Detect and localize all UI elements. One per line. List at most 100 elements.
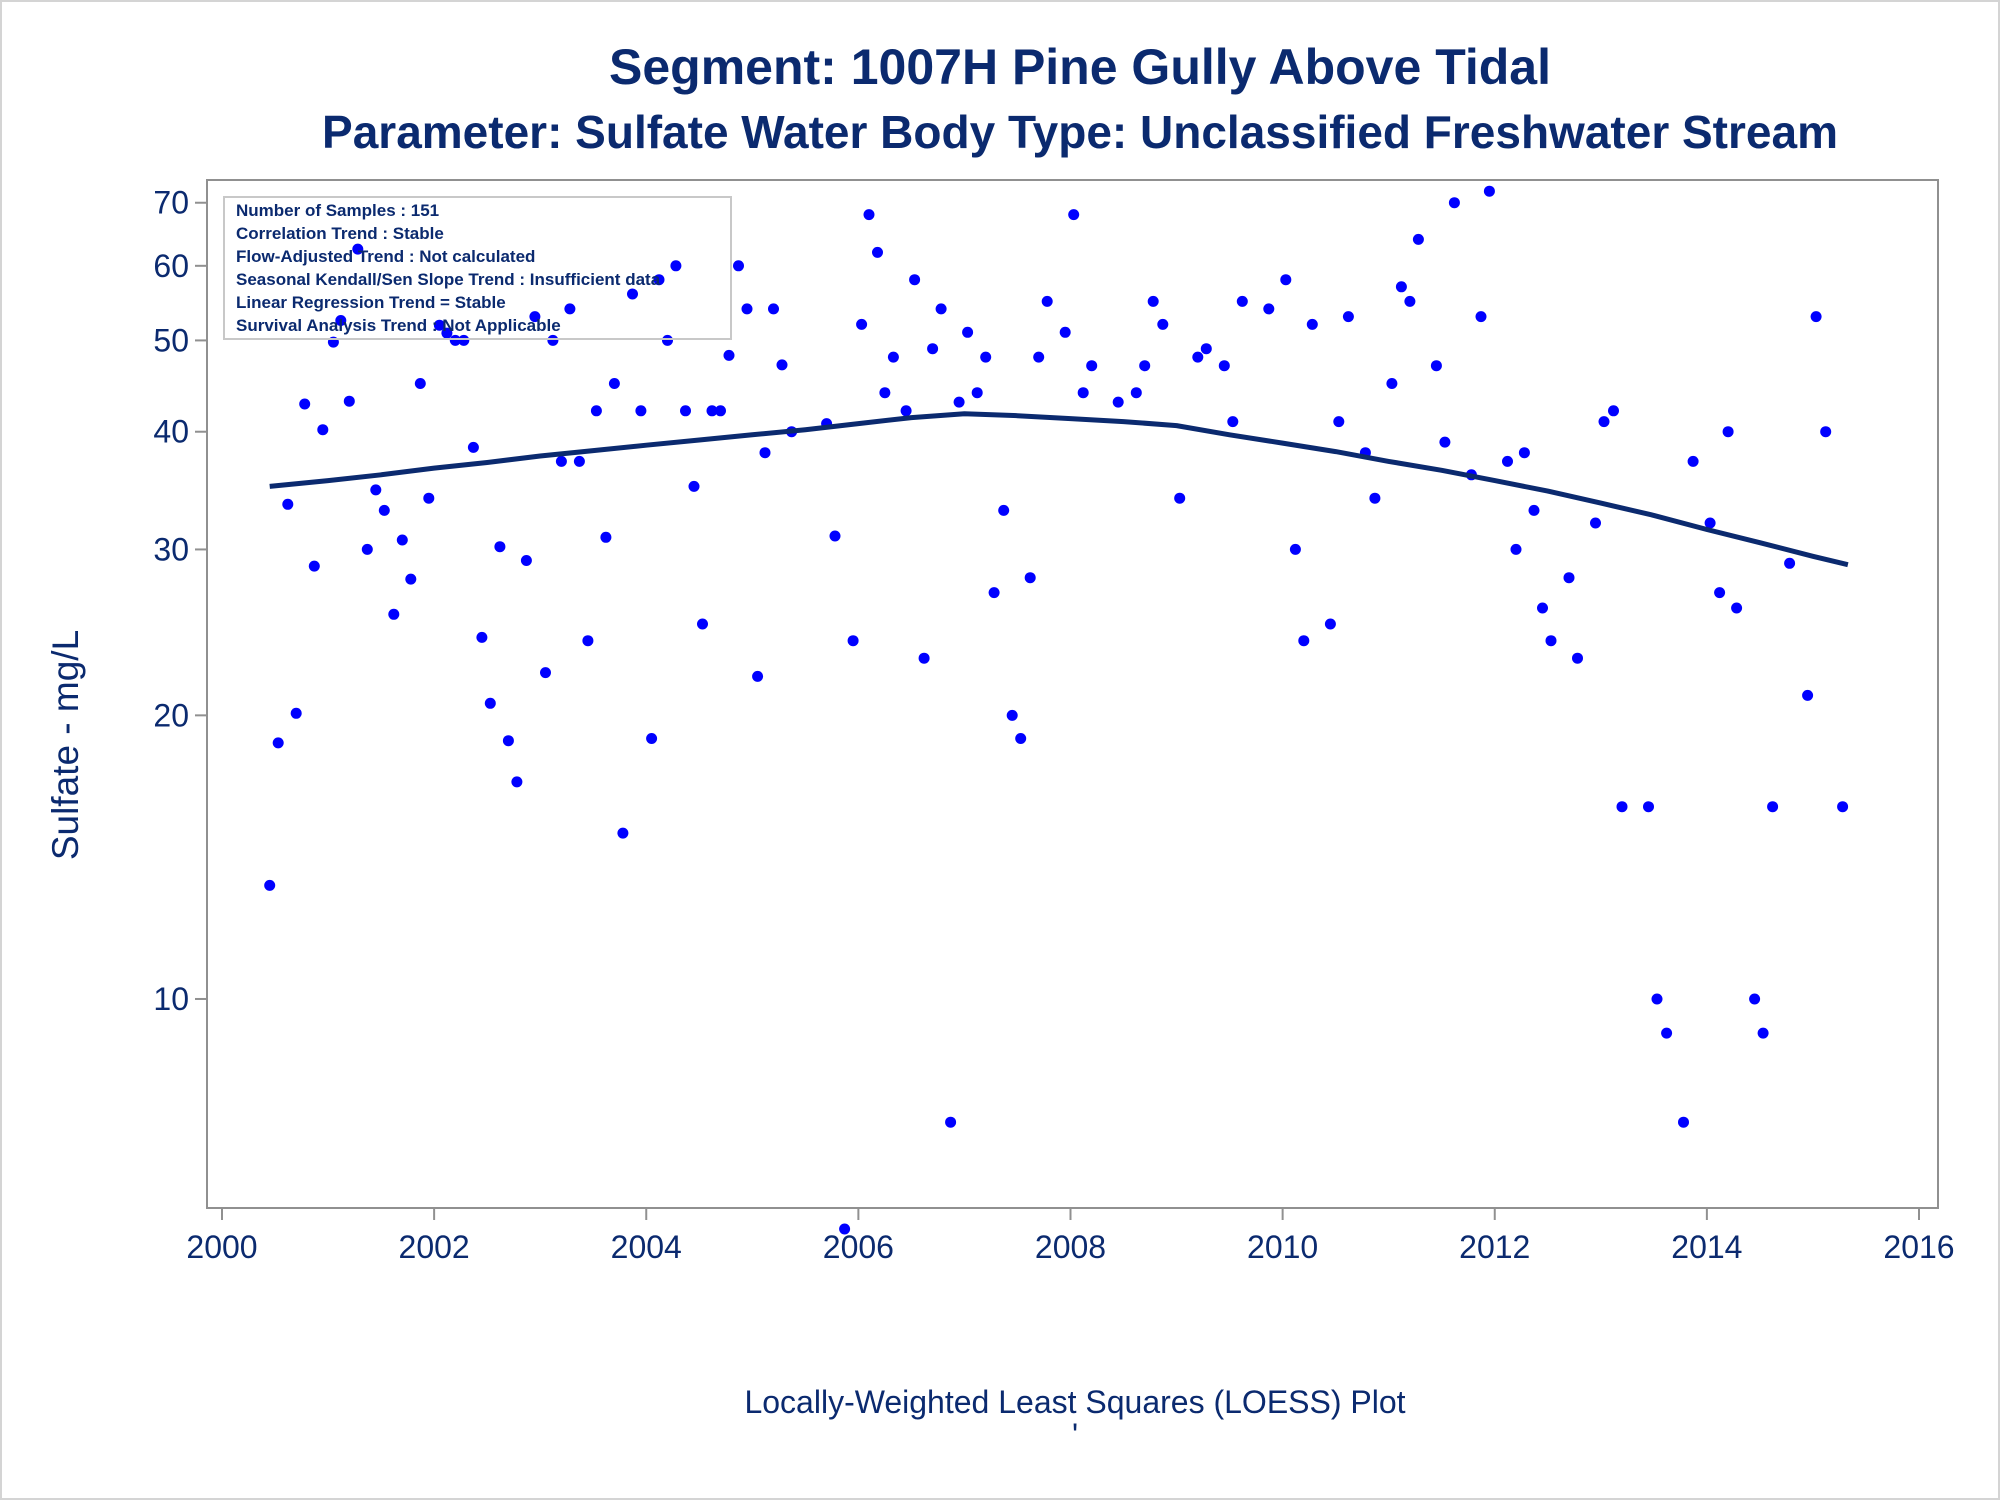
data-point	[600, 531, 612, 543]
data-point	[343, 395, 355, 407]
y-tick-label: 40	[153, 414, 189, 450]
data-point	[1608, 405, 1619, 417]
data-point	[335, 315, 347, 326]
data-point	[723, 349, 735, 361]
data-point	[962, 326, 974, 338]
data-point	[317, 424, 329, 436]
data-point	[688, 480, 700, 492]
inset-line-4: Seasonal Kendall/Sen Slope Trend : Insuf…	[236, 270, 661, 289]
data-point	[752, 670, 764, 682]
data-point	[741, 303, 753, 315]
data-point	[680, 405, 691, 417]
x-tick-label: 2014	[1671, 1229, 1742, 1265]
data-point	[405, 573, 417, 585]
data-point	[1572, 652, 1583, 664]
data-point	[829, 530, 841, 542]
data-point	[1369, 492, 1381, 504]
data-point	[998, 504, 1010, 516]
data-point	[433, 319, 445, 331]
x-tick-label: 2000	[186, 1229, 257, 1265]
data-point	[768, 303, 779, 315]
data-point	[299, 398, 311, 410]
data-point	[980, 351, 992, 363]
data-point	[1616, 801, 1628, 813]
data-point	[467, 441, 479, 453]
data-point	[1404, 295, 1416, 307]
data-point	[1439, 436, 1451, 448]
data-point	[856, 318, 868, 330]
y-tick-label: 50	[153, 322, 189, 358]
data-point	[1342, 311, 1354, 323]
data-point	[1015, 733, 1027, 744]
x-tick-label: 2008	[1035, 1229, 1106, 1265]
data-point	[555, 455, 567, 467]
data-point	[1227, 416, 1239, 428]
data-point	[308, 560, 320, 572]
data-point	[1218, 360, 1230, 372]
loess-curve	[269, 411, 1849, 568]
data-point	[264, 879, 276, 891]
data-point	[1263, 303, 1275, 315]
data-point	[1590, 517, 1601, 529]
stats-inset: Number of Samples : 151 Correlation Tren…	[223, 196, 732, 340]
data-point	[759, 447, 771, 459]
data-point	[1563, 572, 1575, 584]
data-point	[458, 334, 470, 346]
inset-line-1: Number of Samples : 151	[236, 201, 439, 220]
data-point	[1820, 426, 1832, 438]
plot-area	[206, 179, 1939, 1209]
data-point	[272, 737, 284, 749]
data-point	[1518, 447, 1530, 459]
data-point	[484, 697, 496, 709]
data-point	[1174, 492, 1186, 504]
data-point	[1306, 318, 1318, 330]
data-point	[449, 334, 461, 346]
data-point	[1157, 318, 1169, 330]
data-point	[1704, 517, 1716, 529]
data-point	[953, 396, 965, 408]
data-point	[627, 288, 638, 300]
inset-line-6: Survival Analysis Trend : Not Applicable	[236, 316, 561, 335]
data-point	[1802, 689, 1814, 701]
data-point	[1678, 1116, 1689, 1128]
data-point	[1757, 1027, 1769, 1039]
data-point	[502, 735, 514, 747]
data-point	[396, 534, 408, 546]
stats-inset-box	[223, 196, 732, 340]
data-point	[423, 492, 435, 504]
x-tick-label: 2016	[1883, 1229, 1954, 1265]
data-point	[1528, 504, 1540, 516]
data-point	[935, 303, 947, 315]
data-point	[388, 608, 400, 620]
data-point	[971, 387, 983, 399]
data-point	[715, 405, 726, 417]
data-point	[1502, 455, 1513, 467]
data-point	[378, 504, 390, 516]
inset-line-2: Correlation Trend : Stable	[236, 224, 444, 243]
data-point	[1643, 801, 1654, 813]
data-point	[590, 405, 602, 417]
data-point	[1033, 351, 1045, 363]
data-point	[847, 635, 859, 647]
x-tick-label: 2006	[823, 1229, 894, 1265]
data-point	[1333, 416, 1345, 428]
data-point	[370, 484, 382, 496]
inset-line-3: Flow-Adjusted Trend : Not calculated	[236, 247, 535, 266]
data-point	[1767, 801, 1779, 813]
data-point	[608, 378, 620, 389]
footnote: Locally-Weighted Least Squares (LOESS) P…	[744, 1384, 1405, 1420]
x-tick-label: 2002	[399, 1229, 470, 1265]
x-axis: 2000 2002 2004 2006 2008 2010 2012 2014 2016	[186, 1208, 1955, 1265]
data-point	[1192, 351, 1204, 363]
data-point	[1324, 618, 1336, 630]
data-point	[1749, 993, 1761, 1005]
data-point	[900, 405, 912, 417]
data-point	[1200, 343, 1212, 355]
data-point	[547, 334, 559, 346]
footnote-mark: '	[1072, 1417, 1078, 1453]
data-point	[1687, 455, 1699, 467]
data-point	[1598, 416, 1610, 428]
chart-title: Segment: 1007H Pine Gully Above Tidal	[609, 39, 1551, 95]
inset-line-5: Linear Regression Trend = Stable	[236, 293, 506, 312]
data-point	[564, 303, 576, 315]
